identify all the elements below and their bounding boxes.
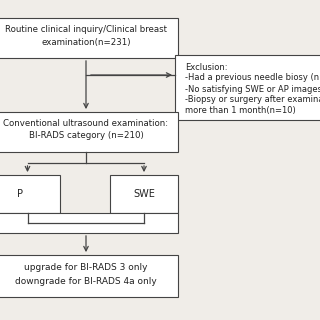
Text: SWE: SWE	[133, 189, 155, 199]
Bar	[0, 213, 178, 233]
Text: BI-RADS category (n=210): BI-RADS category (n=210)	[28, 132, 143, 140]
Text: Conventional ultrasound examination:: Conventional ultrasound examination:	[4, 119, 169, 129]
Text: -Biopsy or surgery after examination: -Biopsy or surgery after examination	[185, 95, 320, 105]
Bar	[0, 18, 178, 58]
Bar	[110, 175, 178, 213]
Text: upgrade for BI-RADS 3 only: upgrade for BI-RADS 3 only	[24, 263, 148, 273]
Text: Routine clinical inquiry/Clinical breast: Routine clinical inquiry/Clinical breast	[5, 26, 167, 35]
Text: P: P	[17, 189, 23, 199]
Text: -Had a previous needle biosy (n=6): -Had a previous needle biosy (n=6)	[185, 74, 320, 83]
Text: examination(n=231): examination(n=231)	[41, 37, 131, 46]
Bar	[0, 175, 60, 213]
Bar	[175, 55, 320, 120]
Text: -No satisfying SWE or AP images(n: -No satisfying SWE or AP images(n	[185, 84, 320, 93]
Text: Exclusion:: Exclusion:	[185, 62, 228, 71]
Bar	[0, 112, 178, 152]
Text: more than 1 month(n=10): more than 1 month(n=10)	[185, 107, 296, 116]
Bar	[0, 255, 178, 297]
Text: downgrade for BI-RADS 4a only: downgrade for BI-RADS 4a only	[15, 277, 157, 286]
